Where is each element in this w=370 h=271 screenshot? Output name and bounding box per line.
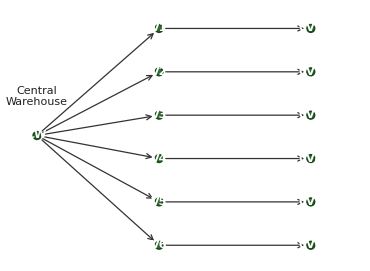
Ellipse shape [33,132,41,139]
Text: V4: V4 [151,154,167,163]
Ellipse shape [307,25,314,32]
Ellipse shape [155,25,163,32]
Text: V6: V6 [151,240,167,250]
Text: V3: V3 [151,110,167,120]
Text: Central
Warehouse: Central Warehouse [6,86,68,107]
Ellipse shape [307,241,314,249]
Ellipse shape [307,155,314,162]
Ellipse shape [307,111,314,119]
Text: CV5: CV5 [299,197,323,207]
Ellipse shape [155,155,163,162]
Text: V1: V1 [151,24,167,33]
Text: V5: V5 [151,197,167,207]
Text: CV2: CV2 [299,67,323,77]
Ellipse shape [307,68,314,76]
Ellipse shape [155,68,163,76]
Ellipse shape [155,241,163,249]
Text: V2: V2 [151,67,167,77]
Text: CV1: CV1 [299,24,323,33]
Text: CV4: CV4 [299,154,323,163]
Ellipse shape [155,111,163,119]
Ellipse shape [155,198,163,206]
Ellipse shape [307,198,314,206]
Text: CW: CW [27,131,47,140]
Text: CV3: CV3 [299,110,323,120]
Text: CV6: CV6 [299,240,323,250]
